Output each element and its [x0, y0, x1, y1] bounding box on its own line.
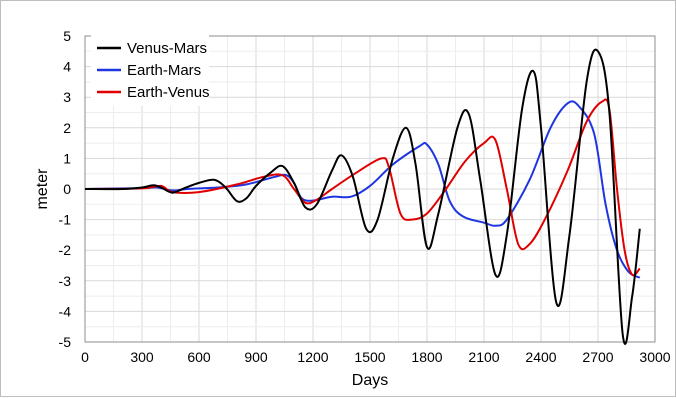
- y-tick-label: 4: [63, 59, 71, 75]
- x-tick-label: 2100: [468, 349, 499, 365]
- y-tick-label: 1: [63, 150, 71, 166]
- x-axis-ticks: 0 300 600 900 1200 1500 1800 2100 2400 2700 3000: [81, 349, 671, 365]
- y-axis-ticks: 5 4 3 2 1 0 -1 -2 -3 -4 -5: [59, 28, 72, 350]
- series-line-venus-mars: [84, 48, 641, 345]
- y-tick-label: 5: [63, 28, 71, 44]
- y-tick-label: -4: [59, 303, 72, 319]
- y-tick-label: -3: [59, 273, 72, 289]
- series-lines: [84, 48, 641, 345]
- legend-label-earth-venus: Earth-Venus: [127, 84, 210, 101]
- x-tick-label: 300: [130, 349, 154, 365]
- legend-label-venus-mars: Venus-Mars: [127, 40, 207, 57]
- legend: Venus-Mars Earth-Mars Earth-Venus: [91, 34, 210, 106]
- y-tick-label: 2: [63, 120, 71, 136]
- x-tick-label: 1800: [411, 349, 442, 365]
- x-axis-label: Days: [352, 372, 388, 389]
- x-tick-label: 2700: [582, 349, 613, 365]
- y-tick-label: -5: [59, 334, 72, 350]
- x-tick-label: 1500: [354, 349, 385, 365]
- gridlines: [84, 35, 656, 343]
- x-tick-label: 600: [187, 349, 211, 365]
- y-tick-label: -2: [59, 242, 72, 258]
- y-tick-label: -1: [59, 212, 72, 228]
- x-tick-label: 2400: [525, 349, 556, 365]
- y-tick-label: 0: [63, 181, 71, 197]
- x-tick-label: 3000: [639, 349, 670, 365]
- y-axis-label: meter: [34, 168, 51, 210]
- x-tick-label: 0: [81, 349, 89, 365]
- legend-label-earth-mars: Earth-Mars: [127, 62, 201, 79]
- y-tick-label: 3: [63, 89, 71, 105]
- x-tick-label: 900: [244, 349, 268, 365]
- x-tick-label: 1200: [297, 349, 328, 365]
- series-line-earth-venus: [84, 98, 641, 277]
